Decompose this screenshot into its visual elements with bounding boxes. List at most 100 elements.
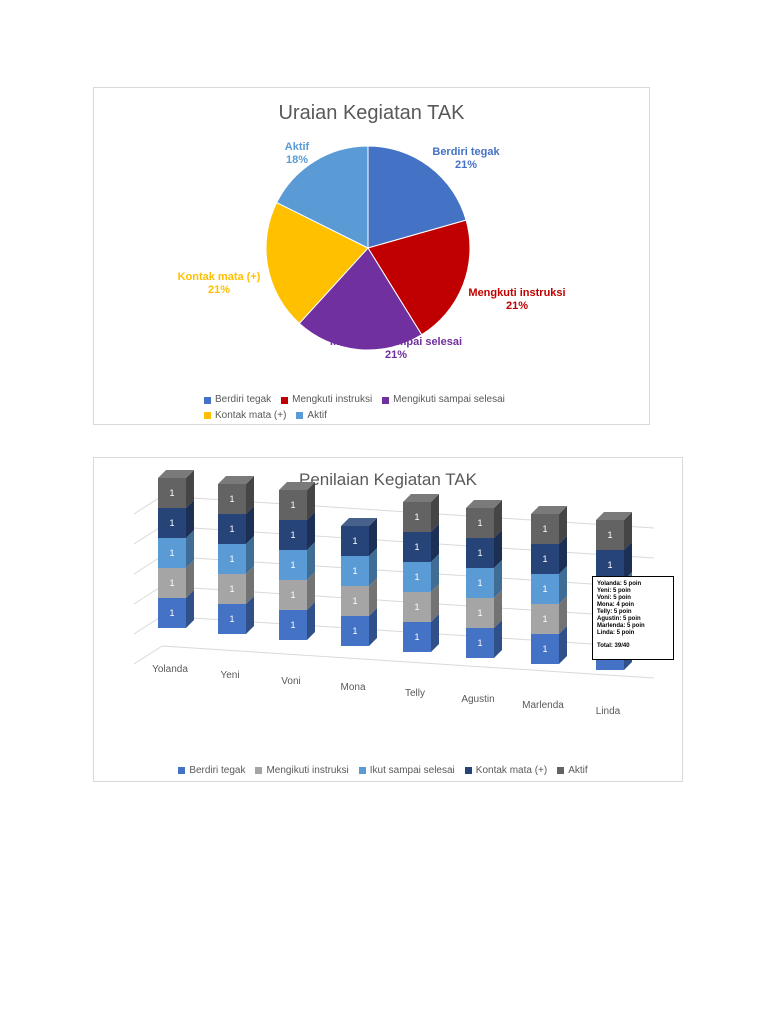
bar-data-label: 1 (229, 494, 234, 504)
bar-data-label: 1 (414, 572, 419, 582)
legend-label: Mengkuti instruksi (292, 394, 373, 405)
x-tick-label: Yeni (220, 670, 239, 681)
bar-data-label: 1 (229, 554, 234, 564)
bar-segment-side (186, 590, 194, 628)
bar-segment-front (279, 610, 307, 640)
pie-slice-name-label: Kontak mata (+) (178, 271, 261, 283)
note-total: Total: 39/40 (597, 643, 630, 649)
bar-segment-side (431, 494, 439, 532)
bar-data-label: 1 (477, 608, 482, 618)
bar-segment-front (531, 544, 559, 574)
legend-swatch (296, 412, 304, 419)
bar-segment-side (307, 512, 315, 550)
bar-segment-front (341, 526, 369, 556)
note-line: Voni: 5 poin (597, 595, 631, 601)
bar-data-label: 1 (229, 614, 234, 624)
bar-data-label: 1 (542, 644, 547, 654)
bar-segment-top (341, 518, 377, 526)
bar-data-label: 1 (290, 560, 295, 570)
bar-segment-front (158, 598, 186, 628)
x-tick-label: Voni (281, 676, 300, 687)
bar-segment-top (596, 512, 632, 520)
bar-segment-side (369, 518, 377, 556)
bar-segment-front (466, 568, 494, 598)
pie-slice (367, 145, 467, 249)
pie-legend-item: Aktif (296, 409, 327, 423)
pie-slice-name-label: Berdiri tegak (432, 146, 500, 158)
bar-data-label: 1 (290, 620, 295, 630)
bar-segment-side (307, 542, 315, 580)
x-tick-label: Yolanda (152, 664, 188, 675)
note-line: Agustin: 5 poin (597, 616, 641, 622)
pie-slice-name-label: Mengkuti instruksi (468, 287, 565, 299)
legend-swatch (255, 767, 263, 774)
bar-segment-side (246, 596, 254, 634)
grid-line-side (133, 525, 163, 545)
x-tick-label: Agustin (461, 694, 494, 705)
bar-data-label: 1 (414, 542, 419, 552)
bar-segment-side (186, 560, 194, 598)
bar-data-label: 1 (477, 578, 482, 588)
pie-slice-name-label: Aktif (285, 141, 310, 153)
bar-segment-front (403, 562, 431, 592)
bar-segment-side (431, 524, 439, 562)
bar-data-label: 1 (542, 554, 547, 564)
note-line: Marlenda: 5 poin (597, 623, 645, 629)
bar-segment-front (531, 574, 559, 604)
bar-data-label: 1 (607, 530, 612, 540)
bar-segment-front (403, 532, 431, 562)
bar-segment-side (431, 614, 439, 652)
bar-data-label: 1 (169, 518, 174, 528)
pie-slice-percent-label: 21% (506, 300, 528, 312)
x-tick-label: Linda (596, 706, 621, 717)
bar-legend-item: Mengikuti instruksi (255, 765, 349, 776)
bar-data-label: 1 (542, 614, 547, 624)
bar-segment-side (186, 500, 194, 538)
bar-segment-front (279, 550, 307, 580)
bar-segment-front (403, 622, 431, 652)
bar-segment-front (466, 628, 494, 658)
bar-segment-top (218, 476, 254, 484)
pie-slice (265, 201, 369, 325)
bar-segment-front (596, 520, 624, 550)
bar-data-label: 1 (169, 578, 174, 588)
bar-segment-front (279, 490, 307, 520)
legend-swatch (557, 767, 565, 774)
bar-legend-item: Berdiri tegak (178, 765, 245, 776)
bar-segment-side (431, 554, 439, 592)
note-line: Mona: 4 poin (597, 602, 634, 608)
bar-segment-side (369, 608, 377, 646)
grid-line-side (133, 585, 163, 605)
bar-segment-front (466, 538, 494, 568)
bar-legend: Berdiri tegak Mengikuti instruksi Ikut sam… (94, 765, 682, 777)
bar-segment-front (218, 574, 246, 604)
legend-swatch (204, 396, 211, 404)
note-line: Yeni: 5 poin (597, 588, 631, 594)
bar-segment-side (246, 536, 254, 574)
note-line: Telly: 5 poin (597, 609, 632, 615)
bar-data-label: 1 (352, 536, 357, 546)
pie-legend-item: Mengikuti sampai selesai (382, 393, 505, 407)
grid-line-side (133, 555, 163, 575)
note-line: Linda: 5 poin (597, 630, 635, 636)
pie-legend-item: Mengkuti instruksi (281, 393, 372, 407)
legend-swatch (281, 396, 289, 404)
bar-data-label: 1 (542, 524, 547, 534)
bar-segment-side (307, 572, 315, 610)
bar-segment-front (341, 556, 369, 586)
legend-label: Aktif (568, 765, 588, 776)
legend-label: Mengikuti instruksi (266, 765, 349, 776)
bar-data-label: 1 (229, 524, 234, 534)
bar-data-label: 1 (542, 584, 547, 594)
legend-swatch (178, 767, 186, 774)
pie-slice-percent-label: 18% (286, 154, 308, 166)
bar-segment-side (559, 626, 567, 664)
pie-slice (298, 247, 423, 351)
bar-data-label: 1 (414, 602, 419, 612)
bar-segment-side (494, 530, 502, 568)
bar-data-label: 1 (414, 512, 419, 522)
bar-segment-front (466, 508, 494, 538)
bar-segment-side (559, 536, 567, 574)
legend-label: Berdiri tegak (189, 765, 246, 776)
